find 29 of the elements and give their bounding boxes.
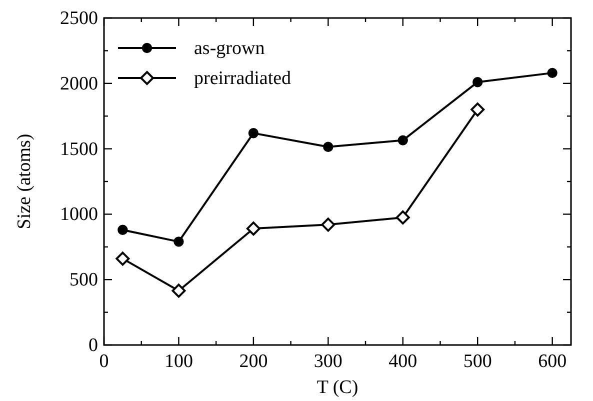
point [118,224,128,235]
point [472,76,483,88]
point [174,236,184,247]
x-tick-label: 100 [164,351,193,372]
point [470,102,485,117]
point [323,142,334,152]
y-tick-label: 1000 [60,204,98,226]
y-tick-label: 2500 [60,8,98,29]
point [396,210,410,224]
x-axis-title: T (C) [316,377,358,398]
x-tick-label: 500 [463,351,492,372]
legend-label: as-grown [194,38,266,59]
x-tick-label: 600 [538,351,567,372]
point [246,222,260,236]
point [321,218,336,232]
x-tick-label: 200 [239,351,268,372]
point [116,252,130,266]
legend-label: preirradiated [194,68,292,89]
point [547,68,558,78]
x-tick-label: 400 [388,351,418,372]
x-tick-label: 300 [314,351,342,372]
y-tick-label: 500 [70,270,98,291]
y-tick-label: 1500 [60,138,98,160]
y-axis-title: Size (atoms) [14,134,35,230]
y-tick-label: 2000 [60,73,98,94]
point [172,284,186,298]
y-tick-label: 0 [88,335,98,356]
point [398,135,408,146]
point [248,128,259,138]
